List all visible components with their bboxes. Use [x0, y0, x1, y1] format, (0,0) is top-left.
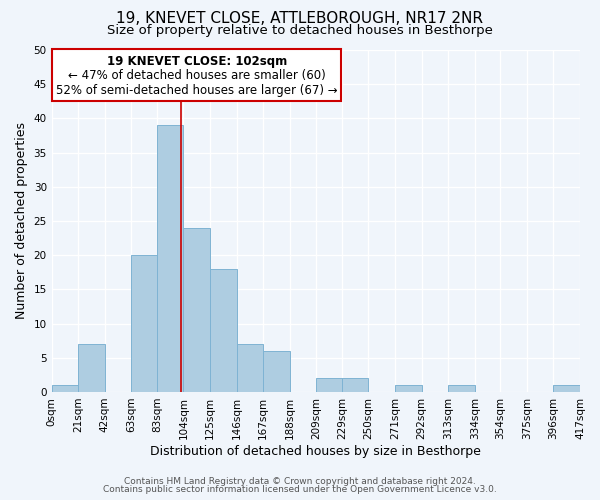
- Y-axis label: Number of detached properties: Number of detached properties: [15, 122, 28, 320]
- Bar: [52, 385, 78, 392]
- Text: 19 KNEVET CLOSE: 102sqm: 19 KNEVET CLOSE: 102sqm: [107, 55, 287, 68]
- Bar: [316, 378, 342, 392]
- Bar: [236, 344, 263, 392]
- Bar: [263, 351, 290, 392]
- Bar: [448, 385, 475, 392]
- Text: Contains HM Land Registry data © Crown copyright and database right 2024.: Contains HM Land Registry data © Crown c…: [124, 477, 476, 486]
- Bar: [395, 385, 422, 392]
- Bar: [131, 255, 157, 392]
- Text: 52% of semi-detached houses are larger (67) →: 52% of semi-detached houses are larger (…: [56, 84, 338, 96]
- Text: ← 47% of detached houses are smaller (60): ← 47% of detached houses are smaller (60…: [68, 69, 326, 82]
- Bar: [210, 269, 236, 392]
- X-axis label: Distribution of detached houses by size in Besthorpe: Distribution of detached houses by size …: [151, 444, 481, 458]
- Text: 19, KNEVET CLOSE, ATTLEBOROUGH, NR17 2NR: 19, KNEVET CLOSE, ATTLEBOROUGH, NR17 2NR: [116, 11, 484, 26]
- Bar: [342, 378, 368, 392]
- Bar: [157, 125, 184, 392]
- Bar: [553, 385, 580, 392]
- Bar: [184, 228, 210, 392]
- FancyBboxPatch shape: [52, 48, 341, 102]
- Bar: [78, 344, 105, 392]
- Text: Size of property relative to detached houses in Besthorpe: Size of property relative to detached ho…: [107, 24, 493, 37]
- Text: Contains public sector information licensed under the Open Government Licence v3: Contains public sector information licen…: [103, 485, 497, 494]
